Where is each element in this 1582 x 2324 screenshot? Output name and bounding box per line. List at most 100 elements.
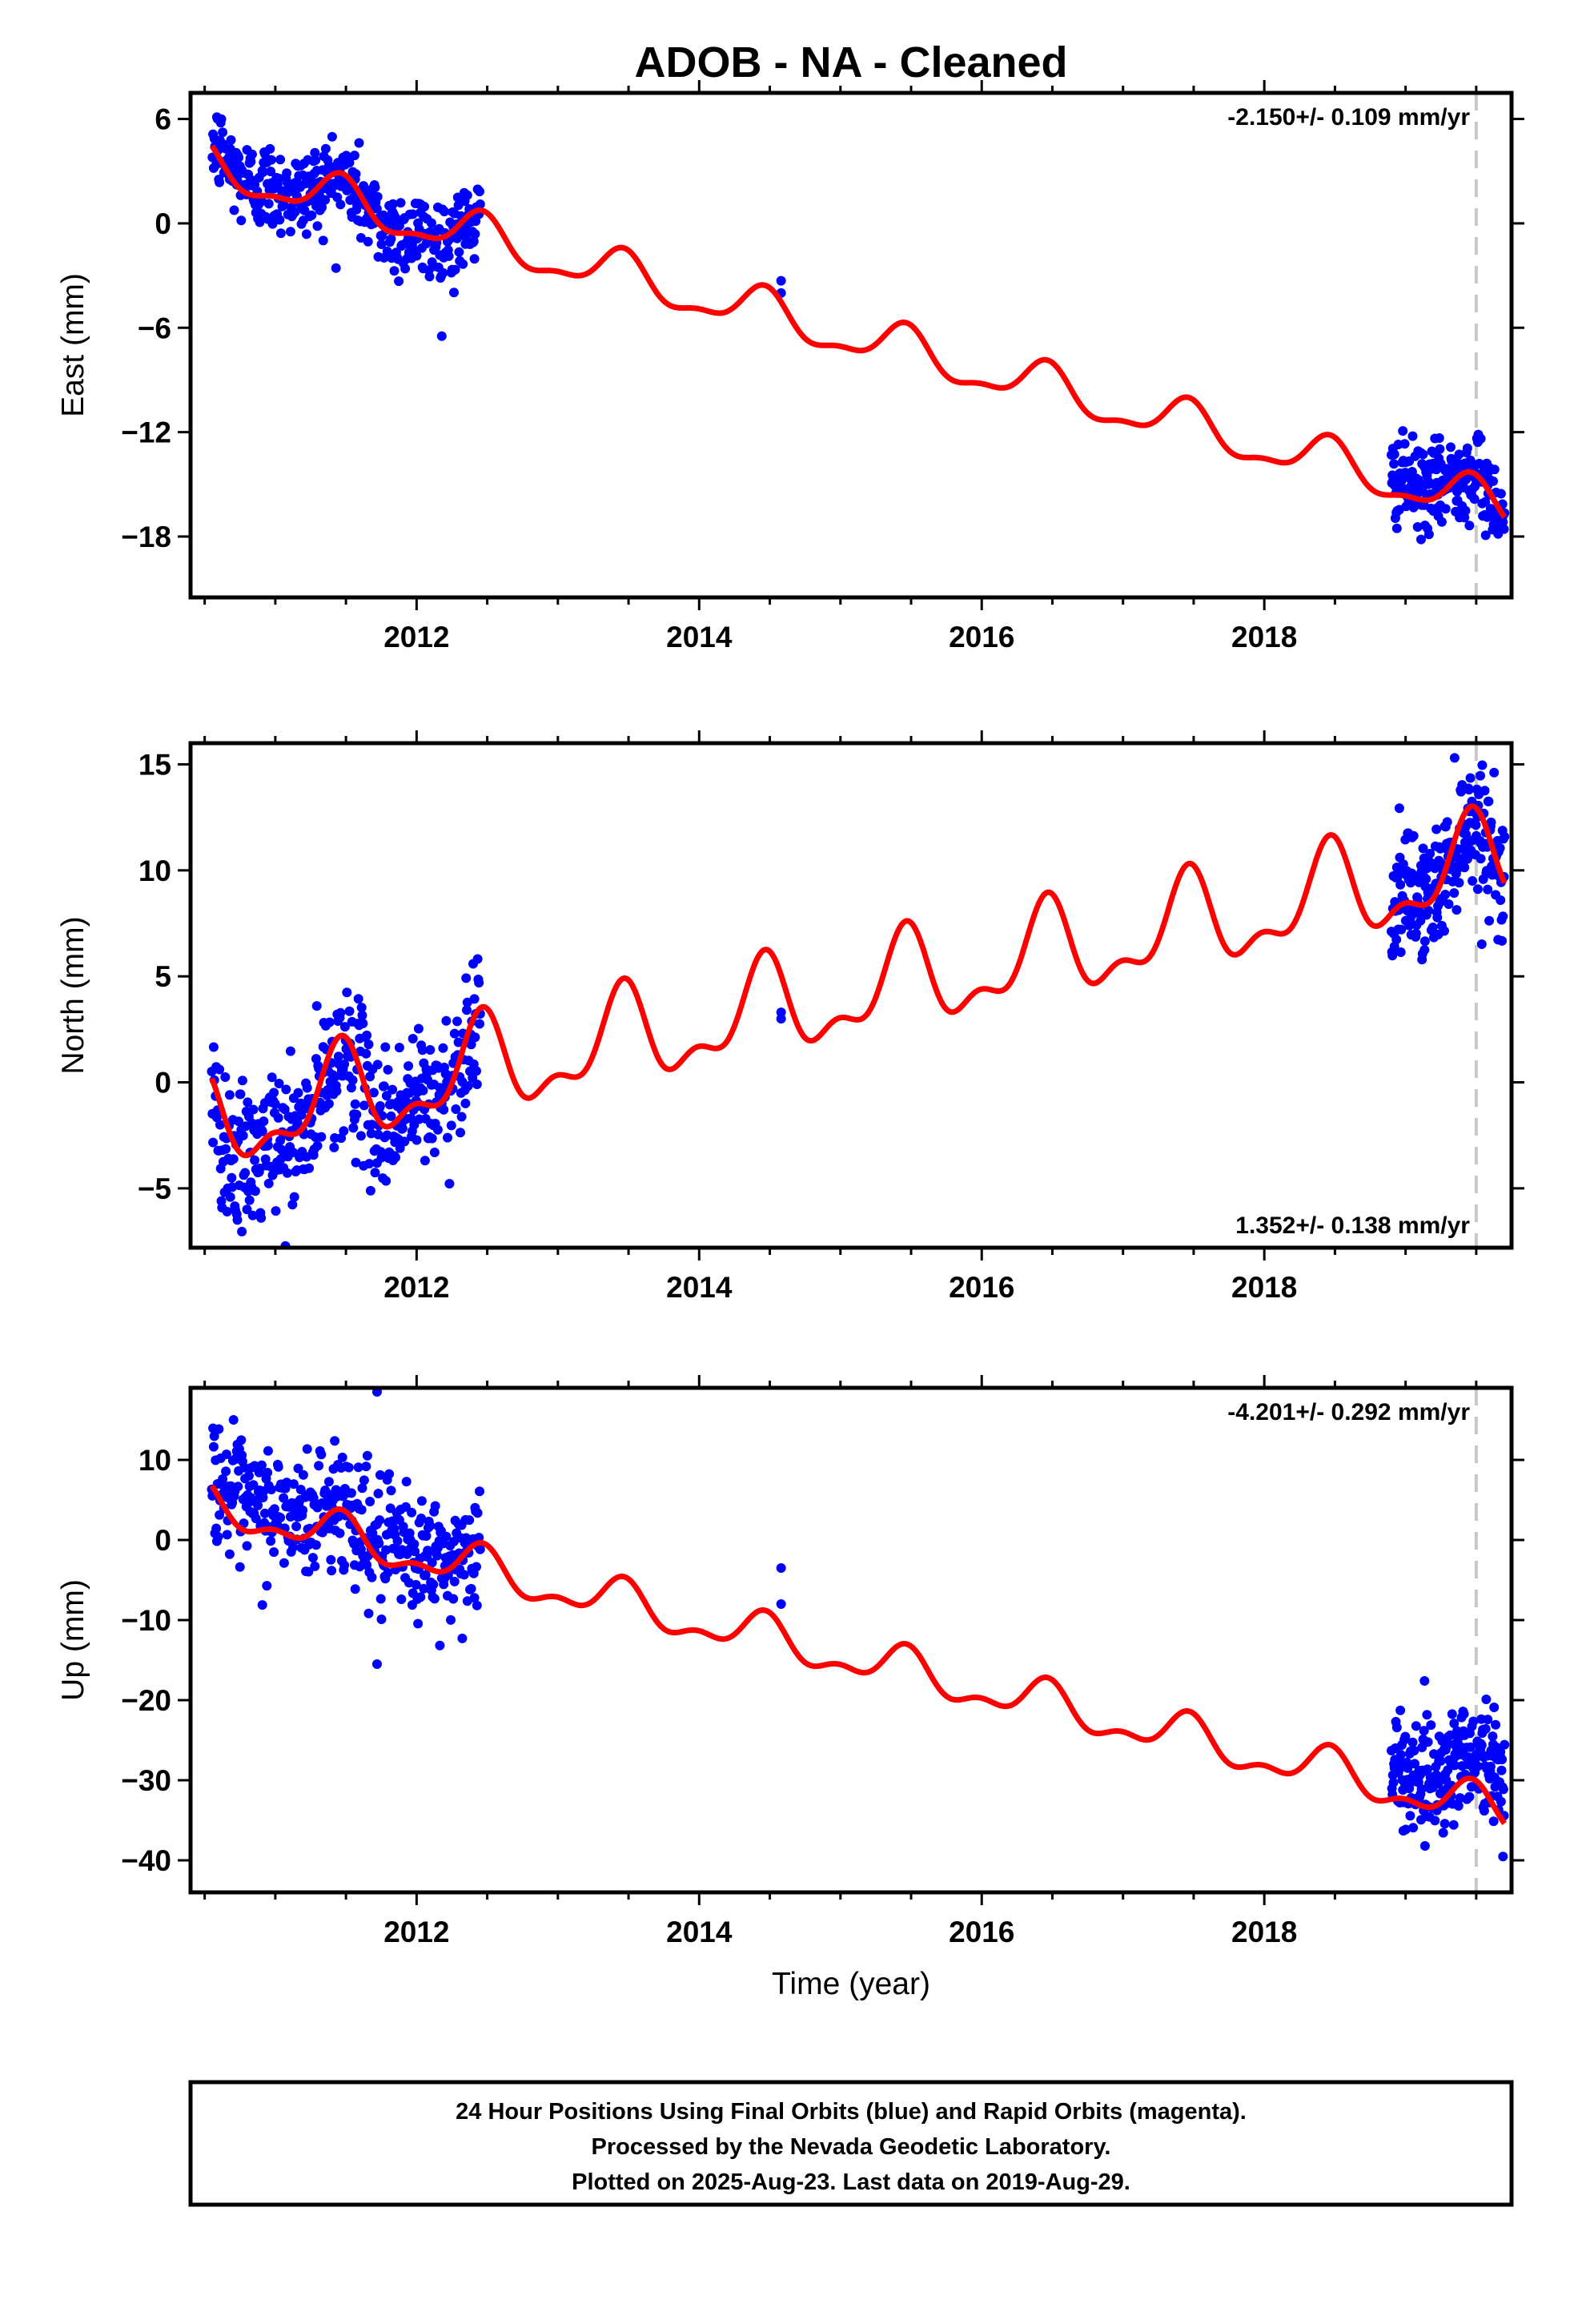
north-data-point — [329, 1142, 339, 1152]
up-data-point — [466, 1583, 476, 1594]
north-data-point — [469, 994, 480, 1004]
east-data-point — [372, 191, 383, 202]
up-data-point — [239, 1462, 250, 1473]
up-data-point — [346, 1488, 356, 1498]
up-data-point — [235, 1562, 245, 1572]
east-data-point — [344, 158, 355, 167]
up-data-point — [1405, 1811, 1415, 1821]
east-data-point — [462, 190, 472, 200]
north-plot-area — [207, 743, 1510, 1248]
east-data-point — [307, 210, 317, 220]
east-data-point — [354, 138, 364, 148]
up-data-point — [362, 1560, 372, 1570]
up-y-tick-label: −20 — [121, 1684, 171, 1717]
east-data-point — [450, 264, 460, 275]
east-data-point — [363, 236, 373, 247]
up-data-point — [209, 1431, 219, 1441]
up-data-point — [288, 1542, 299, 1552]
up-y-tick-label: −40 — [121, 1844, 171, 1877]
east-data-point — [408, 209, 418, 219]
up-data-point — [1400, 1824, 1411, 1835]
up-data-point — [1498, 1784, 1508, 1795]
up-data-point — [401, 1477, 412, 1487]
north-panel: 2012 2014 2016 2018 15 10 5 0 −5 North (mm) 1.352+… — [56, 730, 1524, 1304]
north-data-point — [355, 1131, 366, 1141]
up-plot-area — [207, 1388, 1510, 1892]
north-data-point — [432, 1124, 443, 1135]
up-data-point — [295, 1485, 306, 1494]
up-data-point — [343, 1462, 354, 1473]
footer-box: 24 Hour Positions Using Final Orbits (bl… — [188, 2080, 1514, 2207]
up-x-tick-label: 2014 — [666, 1916, 733, 1948]
north-data-point — [344, 1006, 355, 1016]
north-data-point — [1498, 911, 1508, 922]
north-data-point — [234, 1116, 244, 1127]
up-data-point — [1496, 1765, 1507, 1775]
north-data-point — [456, 1128, 465, 1138]
up-data-point — [374, 1538, 384, 1549]
north-y-tick-label: 0 — [155, 1067, 171, 1100]
up-data-point — [263, 1467, 273, 1478]
north-data-point — [1395, 947, 1406, 957]
up-data-point — [1388, 1778, 1399, 1787]
east-data-point — [320, 195, 331, 205]
east-data-point — [332, 192, 343, 203]
north-data-point — [472, 1080, 482, 1089]
north-data-point — [443, 1132, 452, 1143]
east-data-point — [370, 183, 380, 193]
up-data-point — [1449, 1719, 1460, 1728]
north-data-point — [346, 1083, 356, 1093]
north-data-point — [242, 1204, 252, 1215]
up-data-point — [353, 1462, 363, 1473]
north-data-point — [1432, 912, 1443, 923]
east-data-point — [1407, 431, 1418, 441]
east-x-tick-label: 2018 — [1231, 621, 1297, 653]
up-data-point — [221, 1466, 231, 1477]
east-data-point — [1399, 439, 1410, 449]
up-data-point — [269, 1547, 279, 1558]
east-data-point — [275, 228, 286, 239]
up-data-point — [1449, 1760, 1460, 1771]
north-data-point — [1419, 945, 1430, 955]
north-data-point — [1477, 760, 1488, 770]
north-data-point — [270, 1099, 280, 1109]
east-data-point — [1389, 459, 1399, 469]
east-data-point — [335, 199, 346, 210]
up-data-point — [316, 1449, 327, 1460]
up-data-point — [1489, 1703, 1500, 1712]
north-data-point — [274, 1079, 284, 1088]
up-data-point — [416, 1496, 427, 1506]
north-data-point — [333, 1051, 343, 1062]
east-data-point — [1488, 476, 1498, 486]
east-data-point — [317, 202, 327, 212]
up-data-point — [1498, 1852, 1508, 1862]
up-data-point — [1480, 1723, 1491, 1734]
east-data-point — [265, 143, 275, 154]
north-data-point — [289, 1192, 299, 1202]
east-data-point — [312, 221, 323, 231]
east-data-point — [1496, 489, 1506, 499]
up-data-point — [1411, 1721, 1421, 1731]
north-data-point — [1415, 915, 1426, 926]
figure-title: ADOB - NA - Cleaned — [634, 38, 1067, 86]
up-data-point — [425, 1521, 436, 1531]
up-data-point — [222, 1530, 232, 1540]
north-data-point — [263, 1178, 274, 1188]
north-data-point — [466, 1039, 476, 1050]
up-data-point — [421, 1531, 432, 1541]
east-data-point — [246, 156, 256, 167]
north-data-point — [296, 1110, 307, 1120]
up-data-point — [1496, 1747, 1506, 1757]
north-model-line — [209, 803, 1508, 1159]
east-data-point — [394, 276, 404, 287]
north-data-point — [370, 1168, 380, 1178]
up-data-point — [1419, 1676, 1430, 1686]
up-data-point — [279, 1558, 289, 1568]
up-data-point — [327, 1566, 337, 1576]
up-data-point — [362, 1450, 372, 1461]
up-data-point — [416, 1592, 426, 1602]
east-data-point — [310, 147, 320, 158]
up-data-point — [1491, 1719, 1501, 1730]
north-data-point — [1449, 888, 1460, 899]
up-data-point — [464, 1515, 475, 1526]
